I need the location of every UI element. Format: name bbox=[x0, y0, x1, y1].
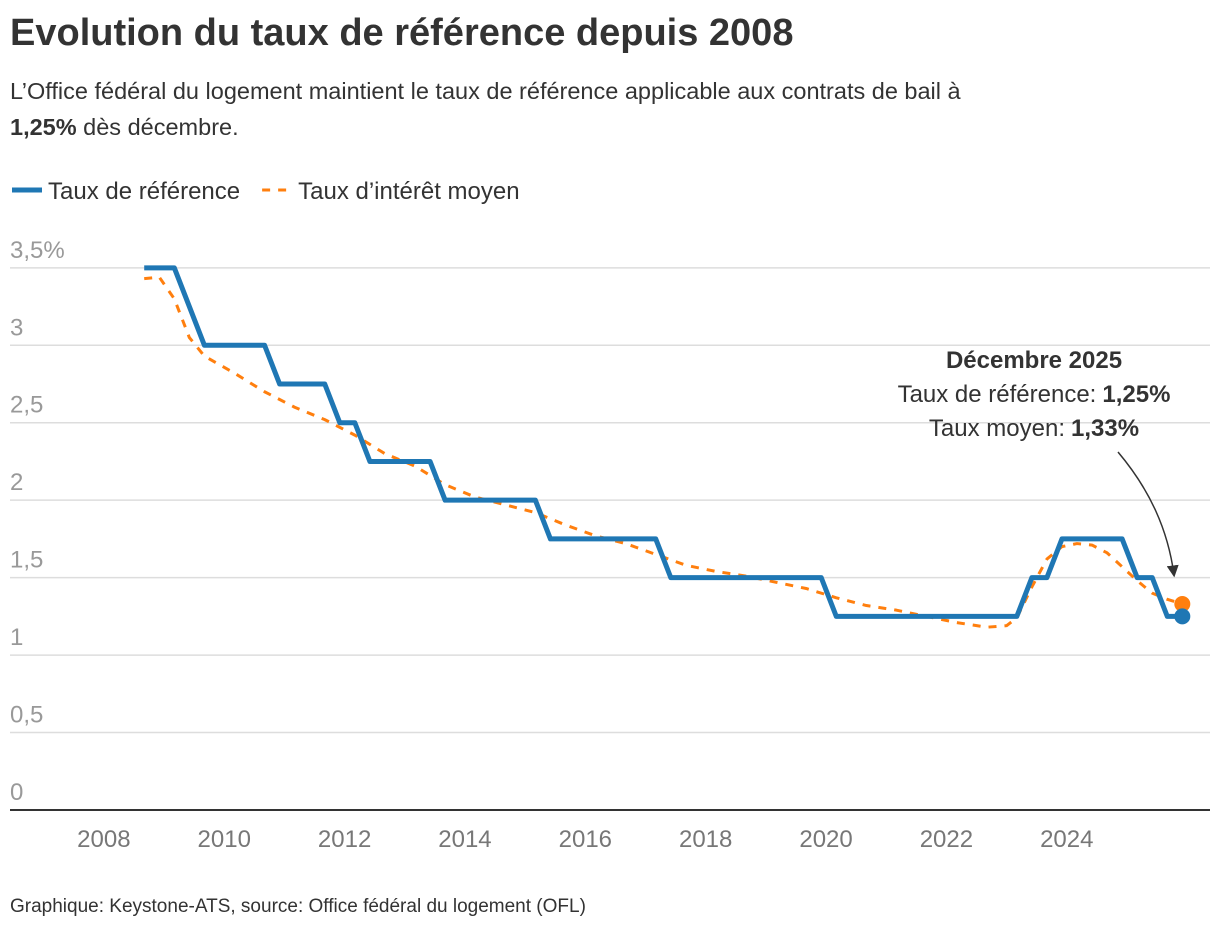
end-point bbox=[1174, 608, 1191, 625]
y-tick-label: 3 bbox=[10, 314, 23, 341]
series-line bbox=[144, 275, 1183, 629]
y-tick-label: 2 bbox=[10, 469, 23, 496]
annotation-label: Taux de référence: bbox=[898, 381, 1097, 408]
subtitle: L’Office fédéral du logement maintient l… bbox=[10, 73, 1210, 145]
annotation-line: Taux moyen: 1,33% bbox=[929, 415, 1139, 442]
x-tick-label: 2020 bbox=[799, 826, 852, 853]
x-tick-label: 2016 bbox=[559, 826, 612, 853]
source: Graphique: Keystone-ATS, source: Office … bbox=[10, 896, 586, 917]
y-tick-label: 3,5% bbox=[10, 237, 65, 264]
legend-label: Taux d’intérêt moyen bbox=[298, 178, 519, 205]
annotation-value: 1,33% bbox=[1071, 415, 1139, 442]
subtitle-rest: dès décembre. bbox=[83, 114, 239, 140]
x-tick-label: 2014 bbox=[438, 826, 491, 853]
annotation-title: Décembre 2025 bbox=[946, 347, 1122, 374]
annotation-arrow bbox=[1117, 451, 1179, 578]
y-tick-label: 1 bbox=[10, 624, 23, 651]
subtitle-bold: 1,25% bbox=[10, 114, 77, 140]
legend-label: Taux de référence bbox=[48, 178, 240, 205]
annotation-line: Taux de référence: 1,25% bbox=[898, 381, 1171, 408]
y-tick-label: 0,5 bbox=[10, 702, 43, 729]
subtitle-text: L’Office fédéral du logement maintient l… bbox=[10, 78, 961, 104]
x-tick-label: 2022 bbox=[920, 826, 973, 853]
y-tick-label: 2,5 bbox=[10, 392, 43, 419]
annotation-value: 1,25% bbox=[1102, 381, 1170, 408]
end-point bbox=[1174, 595, 1191, 612]
x-tick-label: 2018 bbox=[679, 826, 732, 853]
annotation-label: Taux moyen: bbox=[929, 415, 1065, 442]
chart-title: Evolution du taux de référence depuis 20… bbox=[10, 12, 794, 54]
x-tick-label: 2008 bbox=[77, 826, 130, 853]
x-tick-label: 2024 bbox=[1040, 826, 1093, 853]
y-tick-label: 0 bbox=[10, 779, 23, 806]
y-tick-label: 1,5 bbox=[10, 547, 43, 574]
series-line bbox=[144, 265, 1183, 619]
x-tick-label: 2012 bbox=[318, 826, 371, 853]
x-tick-label: 2010 bbox=[198, 826, 251, 853]
